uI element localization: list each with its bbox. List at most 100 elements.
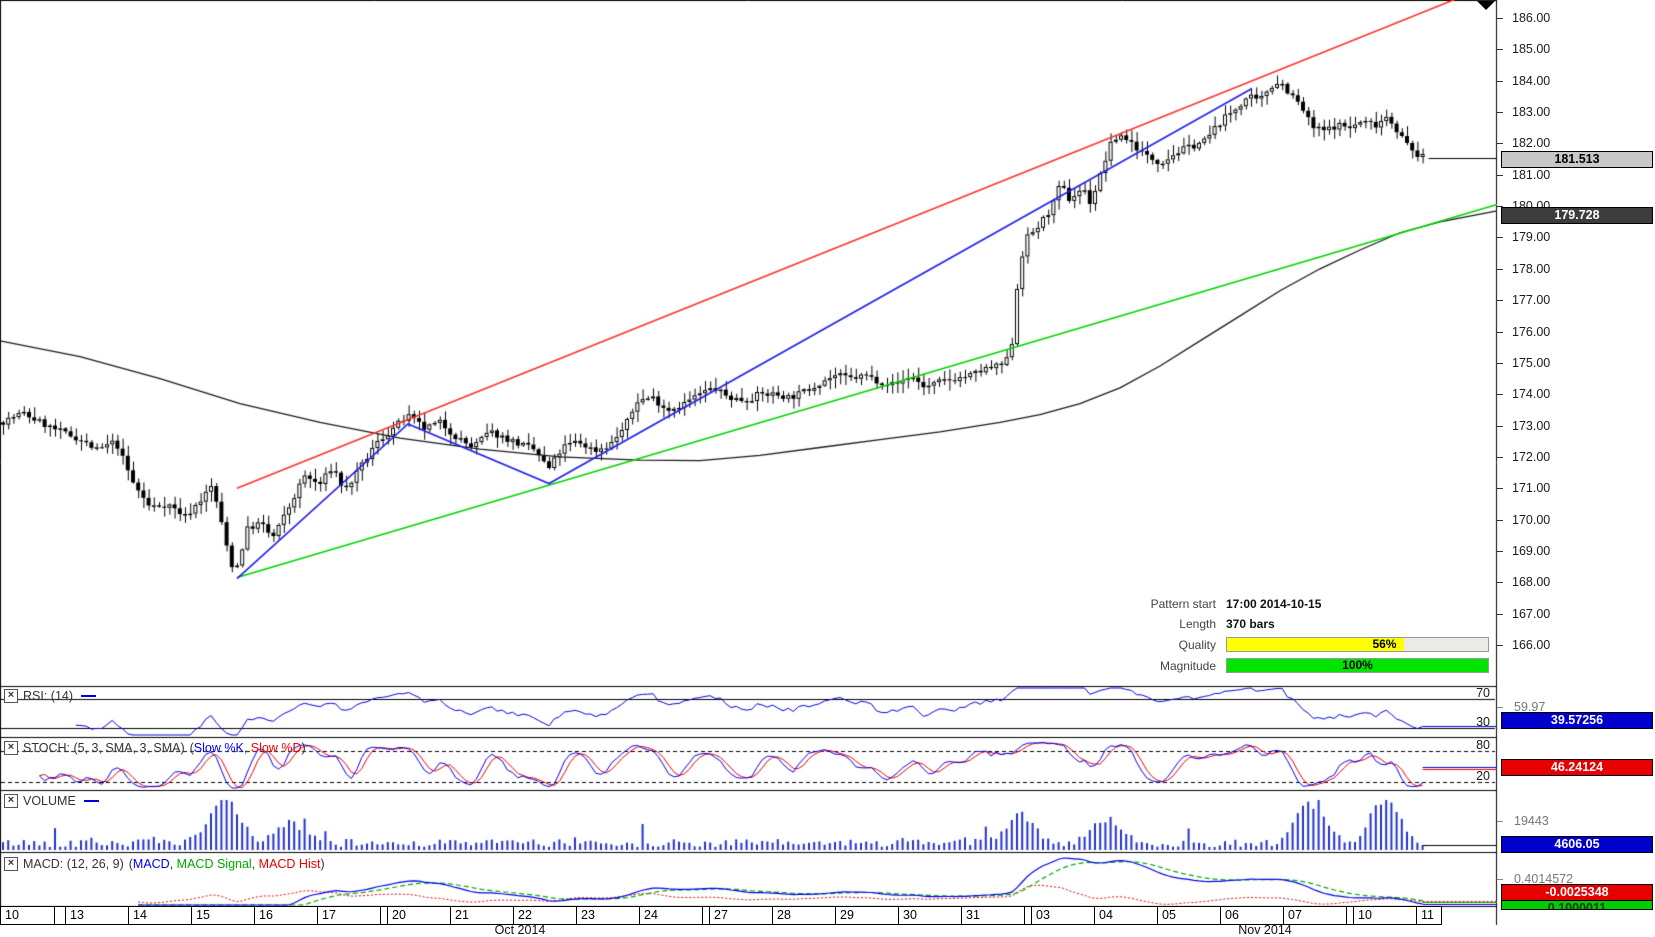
- price-tick-label: 171.00: [1512, 481, 1551, 496]
- date-cell: 27: [709, 906, 773, 925]
- price-tick-mark: [1497, 237, 1503, 239]
- price-tick-label: 179.00: [1512, 230, 1551, 245]
- pattern-length-label: Length: [1179, 617, 1216, 631]
- macd-label: MACD: (12, 26, 9): [23, 857, 124, 871]
- legend-item: Slow %D: [250, 741, 302, 755]
- price-tick-label: 178.00: [1512, 261, 1551, 276]
- price-tick-label: 170.00: [1512, 512, 1551, 527]
- magnitude-percent: 100%: [1342, 658, 1373, 672]
- indicator-scale-label: 59.97: [1514, 700, 1546, 714]
- price-tick-mark: [1497, 582, 1503, 584]
- price-tick-label: 172.00: [1512, 449, 1551, 464]
- price-tick-label: 175.00: [1512, 355, 1551, 370]
- pattern-magnitude-label: Magnitude: [1159, 658, 1216, 673]
- price-tick-mark: [1497, 143, 1503, 145]
- quality-progress-bar: 56%: [1226, 637, 1489, 652]
- price-tick-label: 173.00: [1512, 418, 1551, 433]
- date-cell: 10: [1353, 906, 1417, 925]
- date-cell: 03: [1031, 906, 1095, 925]
- price-tick-mark: [1497, 550, 1503, 552]
- date-cell: 21: [450, 906, 514, 925]
- quality-percent: 56%: [1372, 637, 1397, 651]
- volume-value-box: 4606.05: [1501, 836, 1653, 853]
- date-cell: 07: [1283, 906, 1347, 925]
- date-cell: 14: [128, 906, 192, 925]
- price-tick-mark: [1497, 268, 1503, 270]
- price-tick-mark: [1497, 488, 1503, 490]
- price-tick-mark: [1497, 18, 1503, 19]
- oscillator-level-label: 80: [1476, 738, 1490, 752]
- rsi-legend-line-icon: [81, 695, 97, 697]
- price-tick-label: 184.00: [1512, 73, 1551, 88]
- rsi-visibility-checkbox[interactable]: ×: [4, 689, 18, 703]
- price-tick-label: 168.00: [1512, 575, 1551, 590]
- price-tick-mark: [1497, 174, 1503, 176]
- date-cell: 05: [1157, 906, 1221, 925]
- date-cell: 22: [513, 906, 577, 925]
- price-tick-mark: [1497, 49, 1503, 51]
- current-price-box: 181.513: [1501, 151, 1653, 168]
- date-cell: 10: [0, 906, 55, 925]
- trendline-breakout-arrow-icon: [1477, 1, 1495, 10]
- date-cell: 29: [835, 906, 899, 925]
- price-tick-label: 174.00: [1512, 387, 1551, 402]
- date-cell: 13: [65, 906, 129, 925]
- date-cell: 16: [254, 906, 318, 925]
- month-label: Oct 2014: [494, 923, 546, 937]
- oscillator-level-label: 30: [1476, 715, 1490, 729]
- volume-legend-line-icon: [83, 800, 99, 802]
- time-axis: 10 13 14 15 16 17 20 21 22 23 24 27 28 29 30 31 03 04 05 06…: [0, 906, 1442, 925]
- stoch-legend: (Slow %K, Slow %D): [189, 741, 306, 755]
- stoch-visibility-checkbox[interactable]: ×: [4, 741, 18, 755]
- price-tick-mark: [1497, 519, 1503, 521]
- price-tick-mark: [1497, 456, 1503, 458]
- price-tick-mark: [1497, 425, 1503, 427]
- date-cell: 04: [1094, 906, 1158, 925]
- rsi-panel-header: × RSI: (14): [4, 689, 97, 703]
- price-tick-mark: [1497, 300, 1503, 302]
- pattern-start-value: 17:00 2014-10-15: [1226, 597, 1322, 611]
- price-tick-label: 182.00: [1512, 136, 1551, 151]
- indicator-scale-label: 19443: [1514, 814, 1549, 828]
- pattern-quality-row: Quality 56%: [1056, 634, 1489, 655]
- macd-panel-header: × MACD: (12, 26, 9) (MACD, MACD Signal, …: [4, 857, 325, 871]
- macd-legend: (MACD, MACD Signal, MACD Hist): [128, 857, 325, 871]
- rsi-value-box: 39.57256: [1501, 712, 1653, 729]
- indicator-scale-label: 0.4014572: [1514, 872, 1574, 886]
- volume-visibility-checkbox[interactable]: ×: [4, 794, 18, 808]
- pattern-start-label: Pattern start: [1150, 597, 1216, 611]
- pattern-start-row: Pattern start 17:00 2014-10-15: [1056, 594, 1489, 614]
- price-tick-mark: [1497, 206, 1503, 208]
- price-tick-label: 176.00: [1512, 324, 1551, 339]
- date-cell: 06: [1220, 906, 1284, 925]
- pattern-length-row: Length 370 bars: [1056, 614, 1489, 634]
- oscillator-level-label: 20: [1476, 769, 1490, 783]
- macd-hist-value-box: -0.0025348: [1501, 884, 1653, 901]
- stoch-panel-header: × STOCH: (5, 3, SMA, 3, SMA) (Slow %K, S…: [4, 741, 306, 755]
- price-tick-label: 181.00: [1512, 167, 1551, 182]
- price-tick-mark: [1497, 112, 1503, 114]
- price-tick-mark: [1497, 80, 1503, 82]
- legend-item: MACD Hist: [258, 857, 321, 871]
- price-tick-mark: [1497, 613, 1503, 615]
- month-label: Nov 2014: [1238, 923, 1292, 937]
- rsi-label: RSI: (14): [23, 689, 74, 703]
- macd-visibility-checkbox[interactable]: ×: [4, 857, 18, 871]
- price-tick-mark: [1497, 394, 1503, 396]
- price-tick-mark: [1497, 645, 1503, 646]
- price-tick-label: 169.00: [1512, 543, 1551, 558]
- ma-price-box: 179.728: [1501, 207, 1653, 224]
- price-tick-label: 186.00: [1512, 11, 1551, 25]
- volume-label: VOLUME: [23, 794, 76, 808]
- price-tick-label: 177.00: [1512, 293, 1551, 308]
- magnitude-progress-fill: 100%: [1227, 658, 1488, 672]
- date-cell: 17: [317, 906, 381, 925]
- indicator-scale-tick: [1497, 707, 1503, 708]
- price-tick-label: 183.00: [1512, 105, 1551, 120]
- pattern-info-panel: Pattern start 17:00 2014-10-15 Length 37…: [1056, 594, 1489, 676]
- date-cell: 24: [639, 906, 703, 925]
- legend-item: MACD Signal: [176, 857, 252, 871]
- legend-item: Slow %K: [193, 741, 244, 755]
- pattern-magnitude-row: Magnitude 100%: [1056, 655, 1489, 676]
